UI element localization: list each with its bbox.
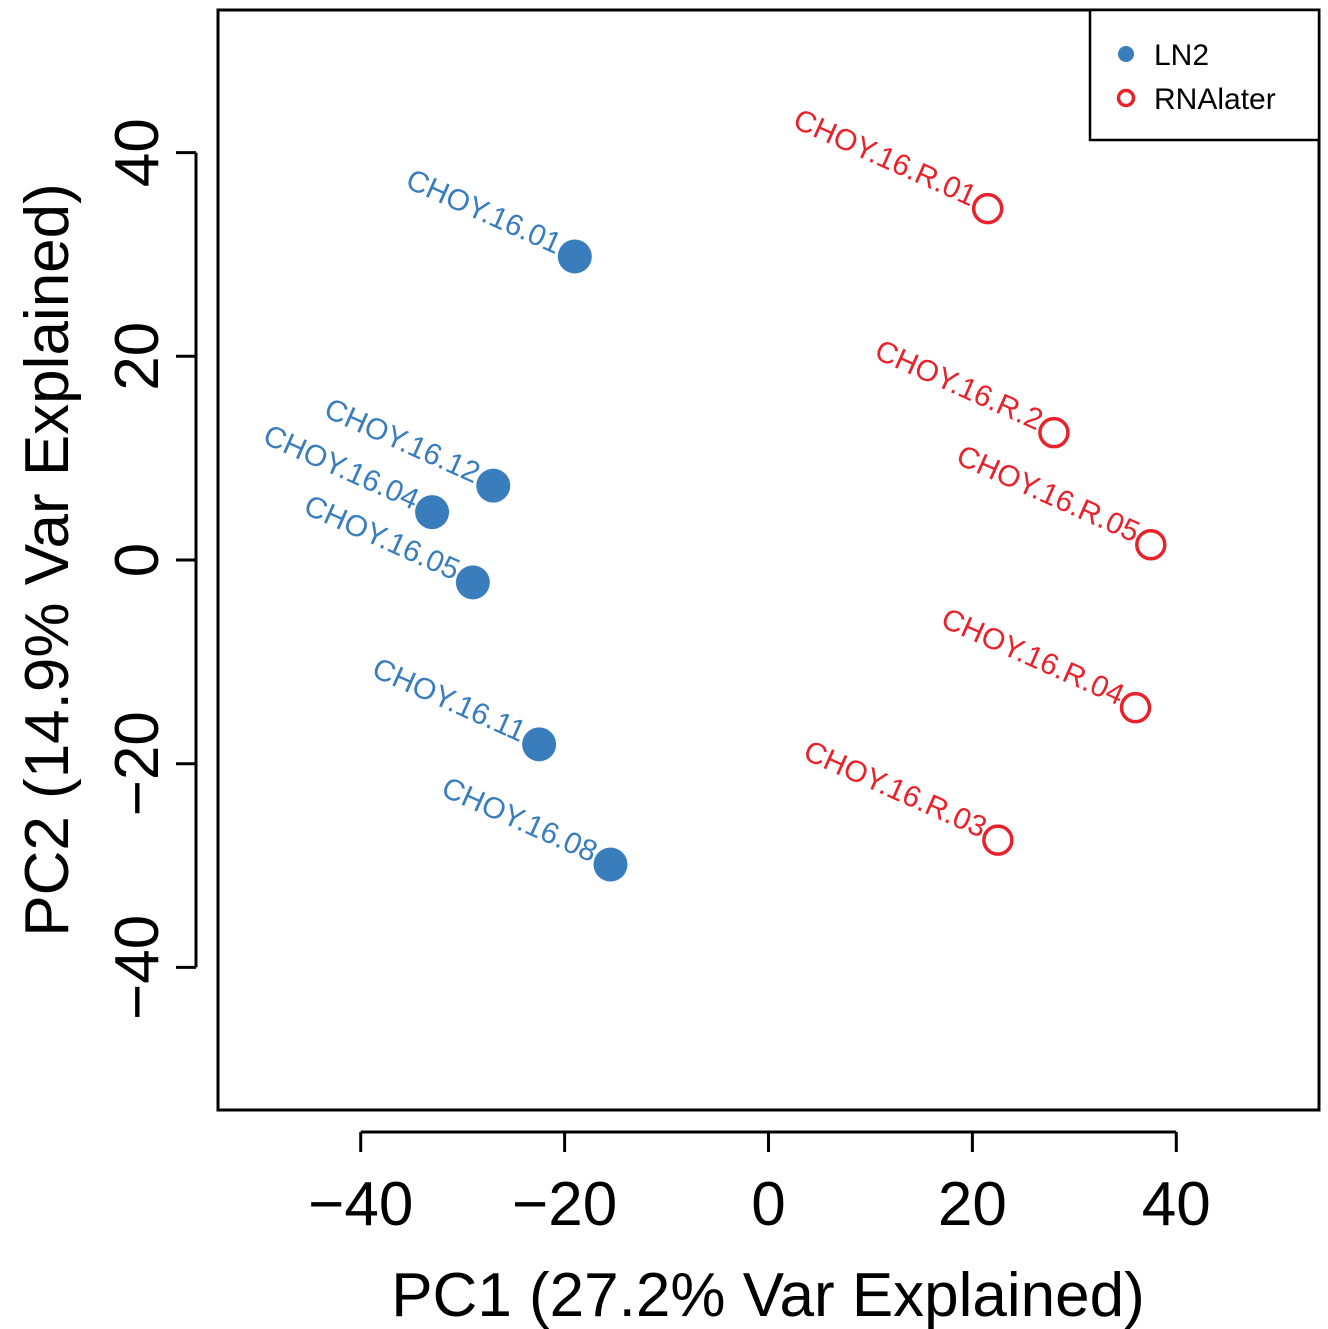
y-tick-label: 40 [103,118,172,187]
point-label: CHOY.16.R.01 [789,103,982,213]
plot-frame [216,8,1321,1112]
legend: LN2 RNAlater [1088,8,1321,142]
x-tick-label: −40 [308,1170,413,1239]
data-point [1119,691,1152,724]
y-axis-title: PC2 (14.9% Var Explained) [13,183,82,937]
x-axis: −40 −20 0 20 40 [308,1130,1211,1239]
data-point [455,565,490,600]
x-tick-label: 0 [751,1170,785,1239]
data-point [971,192,1004,225]
point-label: CHOY.16.01 [401,163,566,261]
point-label: CHOY.16.R.03 [799,735,992,845]
x-axis-title: PC1 (27.2% Var Explained) [391,1261,1145,1329]
y-tick-label: −40 [103,915,172,1020]
y-tick-label: 0 [103,543,172,577]
legend-rnalater-marker [1116,88,1136,108]
x-tick-label: 40 [1142,1170,1211,1239]
legend-ln2-marker [1118,46,1134,62]
legend-rnalater-label: RNAlater [1154,83,1276,116]
data-point [982,824,1014,856]
y-tick-label: 20 [103,322,172,391]
data-point [1135,528,1167,561]
legend-ln2-label: LN2 [1154,39,1209,72]
x-tick-label: −20 [512,1170,617,1239]
data-point [522,727,557,762]
point-label: CHOY.16.R.2 [870,334,1047,437]
data-point [593,847,628,882]
x-tick-label: 20 [938,1170,1007,1239]
data-point [415,495,450,530]
y-tick-label: −20 [103,711,172,816]
y-axis: −40 −20 0 20 40 [103,118,198,1020]
data-point [476,468,511,503]
data-point [1038,416,1070,449]
point-label: CHOY.16.08 [437,771,602,869]
legend-box [1088,8,1321,142]
point-label: CHOY.16.R.04 [936,602,1129,712]
point-label: CHOY.16.R.05 [952,439,1145,549]
data-points: CHOY.16.01CHOY.16.12CHOY.16.04CHOY.16.05… [258,103,1167,882]
data-point [557,239,592,274]
point-label: CHOY.16.11 [367,652,530,749]
